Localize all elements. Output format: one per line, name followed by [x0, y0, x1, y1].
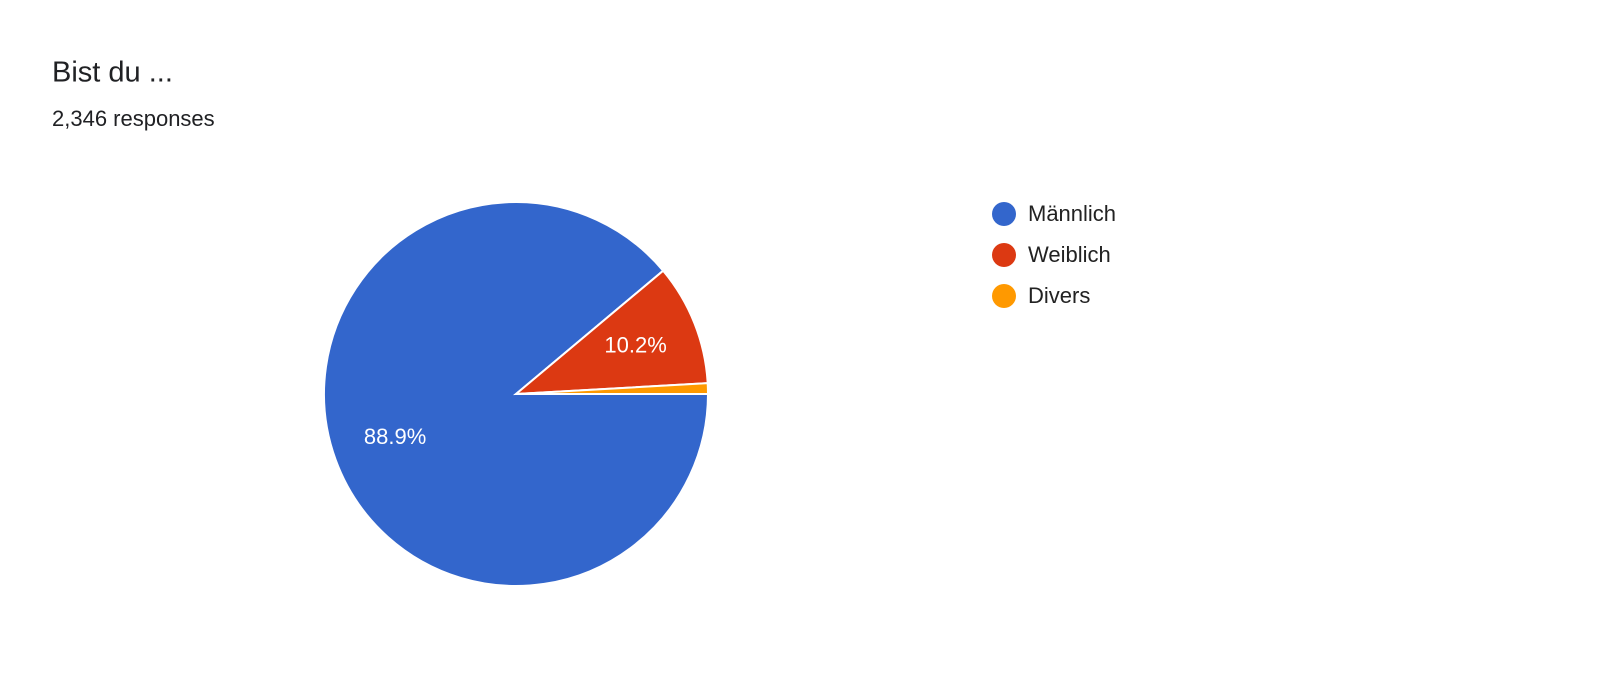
slice-label: 88.9% — [364, 424, 426, 449]
legend-label: Divers — [1028, 283, 1090, 308]
legend-marker — [992, 202, 1016, 226]
chart-title: Bist du ... — [52, 57, 173, 89]
legend-label: Weiblich — [1028, 242, 1111, 267]
chart-subtitle: 2,346 responses — [52, 106, 215, 131]
legend-marker — [992, 243, 1016, 267]
slice-label: 10.2% — [604, 332, 666, 357]
legend-label: Männlich — [1028, 201, 1116, 226]
pie-slice — [515, 382, 710, 395]
pie-slice — [513, 269, 709, 396]
legend-marker — [992, 284, 1016, 308]
